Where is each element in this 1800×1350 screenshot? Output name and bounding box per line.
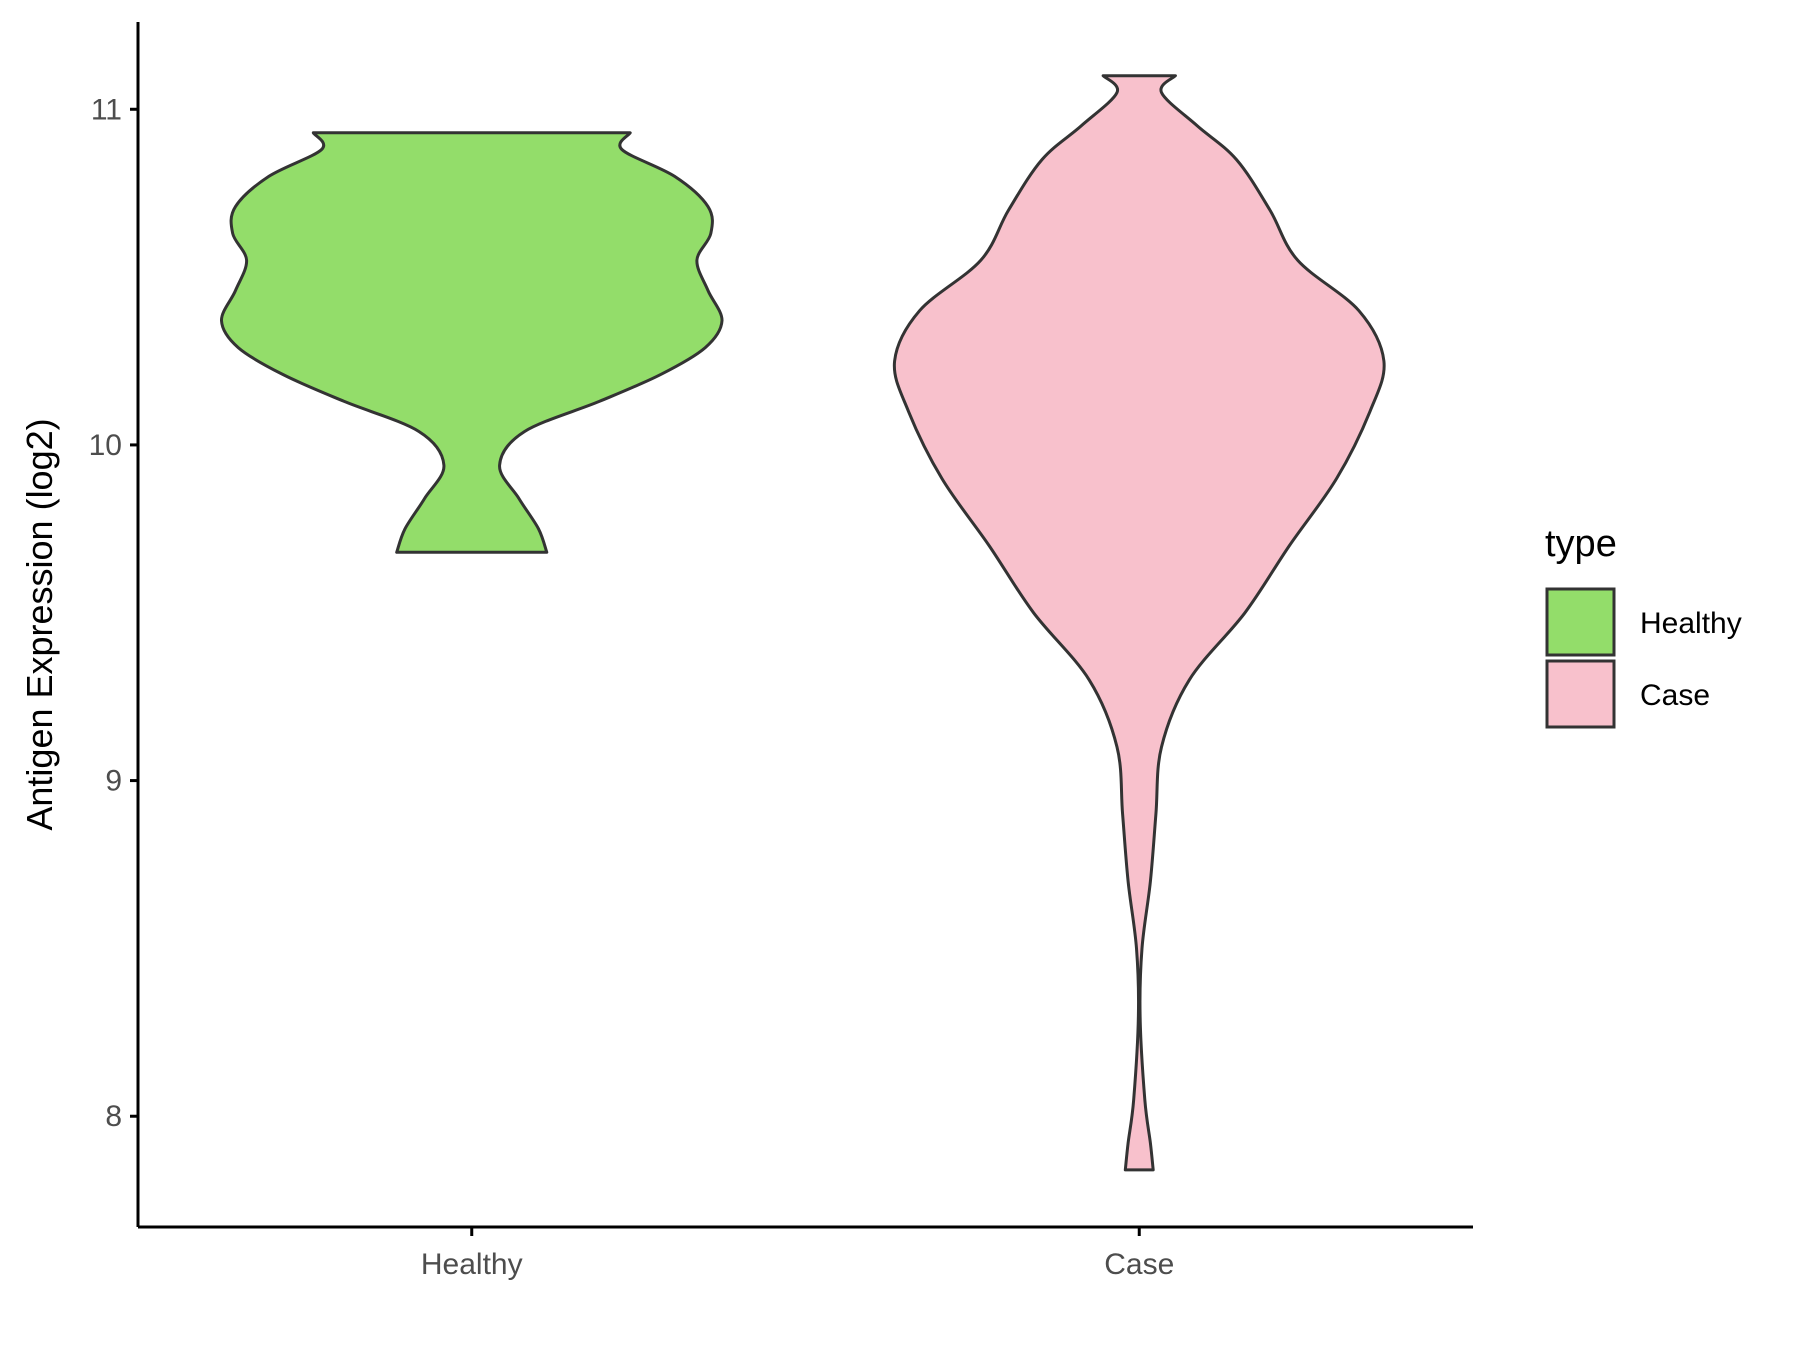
legend-label-case: Case: [1640, 679, 1710, 712]
axes-layer: [136, 22, 1473, 1229]
violin-healthy: [220, 131, 724, 554]
y-tick-label: 10: [89, 429, 122, 462]
y-tick-label: 9: [105, 765, 122, 798]
y-tick-label: 8: [105, 1100, 122, 1133]
violins-layer: [220, 74, 1386, 1172]
x-tick-label: Case: [1104, 1248, 1174, 1281]
legend: type Healthy Case: [1545, 523, 1742, 729]
legend-title: type: [1545, 523, 1617, 565]
legend-swatch-case: [1545, 659, 1616, 729]
y-ticks: 8 9 10 11: [89, 93, 138, 1133]
legend-swatch-healthy: [1545, 587, 1616, 657]
x-ticks: Healthy Case: [421, 1227, 1174, 1281]
y-tick-label: 11: [91, 93, 122, 126]
legend-items: Healthy Case: [1545, 587, 1742, 729]
y-axis-title: Antigen Expression (log2): [19, 418, 60, 830]
legend-label-healthy: Healthy: [1640, 607, 1742, 640]
violin-case: [892, 74, 1386, 1172]
x-tick-label: Healthy: [421, 1248, 523, 1281]
